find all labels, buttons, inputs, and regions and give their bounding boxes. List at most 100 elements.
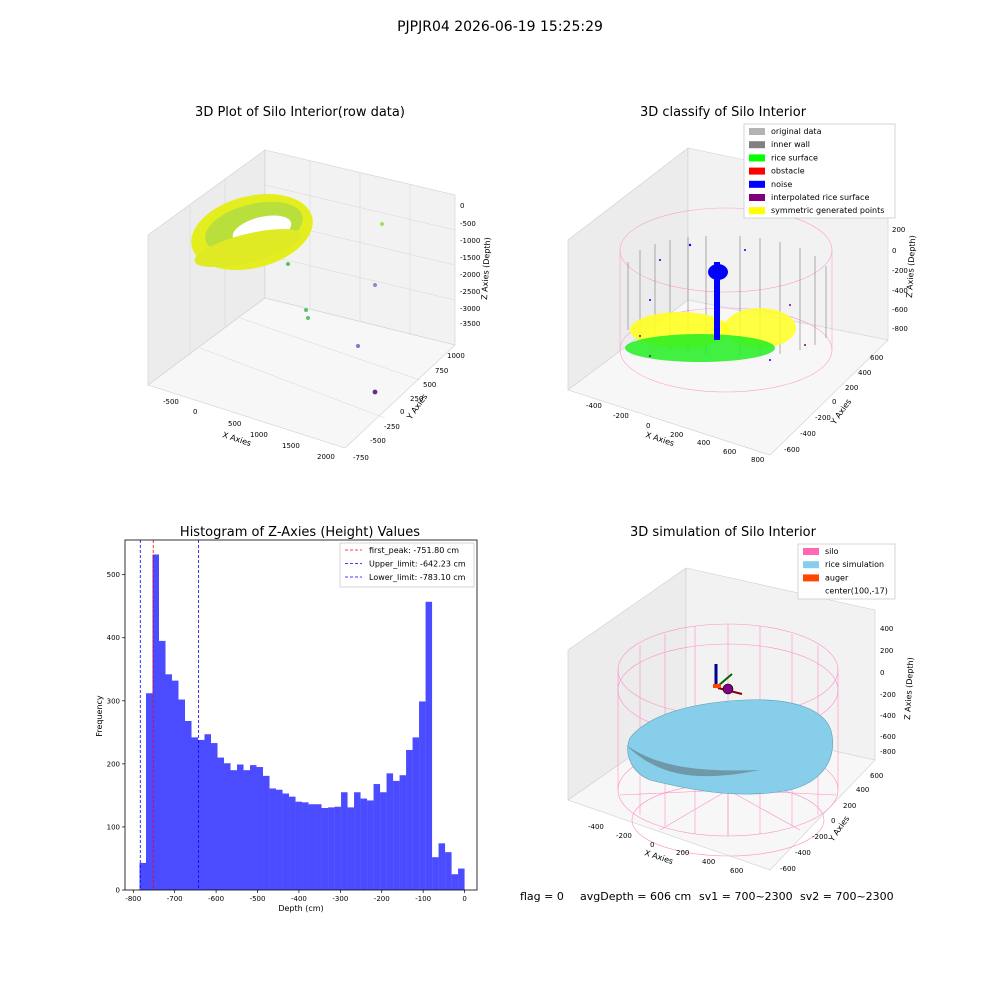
svg-text:800: 800 [751, 456, 764, 464]
svg-text:-3500: -3500 [460, 320, 480, 328]
simulation-panel-title: 3D simulation of Silo Interior [630, 525, 817, 540]
classify-legend: original data inner wall rice surface obsta… [743, 123, 896, 219]
x-tick-label: 0 [462, 895, 466, 903]
svg-text:0: 0 [831, 817, 835, 825]
legend-label: obstacle [771, 167, 805, 176]
histogram-bar [158, 640, 166, 890]
status-footer: flag = 0 avgDepth = 606 cm sv1 = 700~230… [520, 890, 894, 903]
legend-label: noise [771, 180, 792, 189]
svg-text:-1000: -1000 [460, 237, 480, 245]
legend-label: Lower_limit: -783.10 cm [369, 573, 466, 582]
svg-text:400: 400 [697, 439, 710, 447]
histogram-bar [282, 793, 290, 890]
legend-swatch [749, 194, 765, 201]
histogram-bar [419, 701, 426, 890]
histogram-xlabel: Depth (cm) [278, 904, 323, 913]
histogram-bar [445, 852, 452, 890]
svg-text:Z Axies (Depth): Z Axies (Depth) [903, 657, 915, 720]
svg-text:Z Axies (Depth): Z Axies (Depth) [905, 235, 917, 298]
svg-text:750: 750 [435, 367, 448, 375]
histogram-bar [458, 868, 465, 890]
figure-suptitle: PJPJR04 2026-06-19 15:25:29 [397, 19, 603, 35]
histogram-bar [360, 798, 368, 890]
svg-text:600: 600 [723, 448, 736, 456]
svg-text:0: 0 [892, 247, 896, 255]
svg-text:-500: -500 [163, 398, 179, 406]
legend-label: interpolated rice surface [771, 193, 869, 202]
svg-text:-400: -400 [892, 287, 908, 295]
y-tick-label: 400 [107, 634, 120, 642]
histogram-bar [425, 601, 433, 890]
x-tick-label: -300 [332, 895, 348, 903]
x-tick-label: -100 [415, 895, 431, 903]
svg-text:400: 400 [880, 625, 893, 633]
svg-text:-400: -400 [880, 712, 896, 720]
histogram-bar [250, 765, 257, 890]
histogram-bar [198, 739, 205, 890]
histogram-bar [152, 554, 159, 890]
svg-text:0: 0 [400, 408, 404, 416]
x-tick-label: -500 [250, 895, 266, 903]
legend-swatch [749, 207, 765, 215]
svg-text:2000: 2000 [317, 453, 335, 461]
sv1-text: sv1 = 700~2300 [699, 890, 793, 903]
svg-text:-200: -200 [613, 412, 629, 420]
histogram-bar [204, 734, 212, 890]
histogram-bar [191, 737, 199, 890]
svg-text:-250: -250 [384, 423, 400, 431]
legend-label: original data [771, 127, 822, 136]
raw-data-3d-panel: 3D Plot of Silo Interior(row data) -500 … [147, 105, 492, 462]
svg-text:X Axies: X Axies [221, 430, 252, 448]
histogram-title: Histogram of Z-Axies (Height) Values [180, 525, 420, 540]
svg-text:-600: -600 [880, 733, 896, 741]
svg-text:400: 400 [702, 858, 715, 866]
svg-text:250: 250 [410, 395, 423, 403]
histogram-bar [412, 737, 420, 890]
flag-text: flag = 0 [520, 890, 564, 903]
svg-text:-400: -400 [588, 823, 604, 831]
simulation-legend: silo rice simulation auger center(100,-17) [797, 543, 896, 600]
svg-text:200: 200 [676, 849, 689, 857]
histogram-bar [139, 862, 146, 890]
y-tick-label: 500 [107, 571, 120, 579]
legend-label: silo [825, 547, 839, 556]
svg-text:0: 0 [832, 398, 836, 406]
sv2-text: sv2 = 700~2300 [800, 890, 894, 903]
svg-text:0: 0 [193, 408, 197, 416]
svg-text:-3000: -3000 [460, 305, 480, 313]
svg-text:-400: -400 [800, 430, 816, 438]
svg-text:500: 500 [423, 381, 436, 389]
svg-text:-200: -200 [616, 832, 632, 840]
legend-swatch [749, 154, 765, 162]
histogram-bar [237, 764, 244, 890]
histogram-legend: first_peak: -751.80 cm Upper_limit: -642.… [339, 542, 475, 588]
svg-text:500: 500 [228, 420, 241, 428]
histogram-bar [315, 804, 322, 890]
svg-text:-600: -600 [892, 306, 908, 314]
svg-text:-200: -200 [892, 267, 908, 275]
svg-text:-400: -400 [795, 849, 811, 857]
svg-text:1000: 1000 [447, 352, 465, 360]
histogram-bar [217, 757, 225, 890]
legend-swatch [749, 128, 765, 135]
histogram-ylabel: Frequency [95, 695, 104, 737]
svg-text:1500: 1500 [282, 442, 300, 450]
svg-text:600: 600 [870, 354, 883, 362]
svg-text:200: 200 [843, 802, 856, 810]
svg-text:0: 0 [460, 202, 464, 210]
svg-text:-400: -400 [586, 402, 602, 410]
histogram-bar [321, 808, 329, 890]
histogram-bar [393, 780, 400, 890]
histogram-bar [438, 843, 446, 890]
histogram-bar [302, 802, 309, 890]
histogram-bar [256, 767, 264, 890]
svg-text:-600: -600 [780, 865, 796, 873]
x-tick-label: -800 [125, 895, 141, 903]
x-tick-label: -200 [374, 895, 390, 903]
svg-text:-2500: -2500 [460, 288, 480, 296]
histogram-bar [334, 806, 342, 890]
raw-panel-title: 3D Plot of Silo Interior(row data) [195, 105, 405, 120]
histogram-panel: Histogram of Z-Axies (Height) Values -80… [95, 525, 478, 913]
histogram-bar [165, 674, 173, 890]
